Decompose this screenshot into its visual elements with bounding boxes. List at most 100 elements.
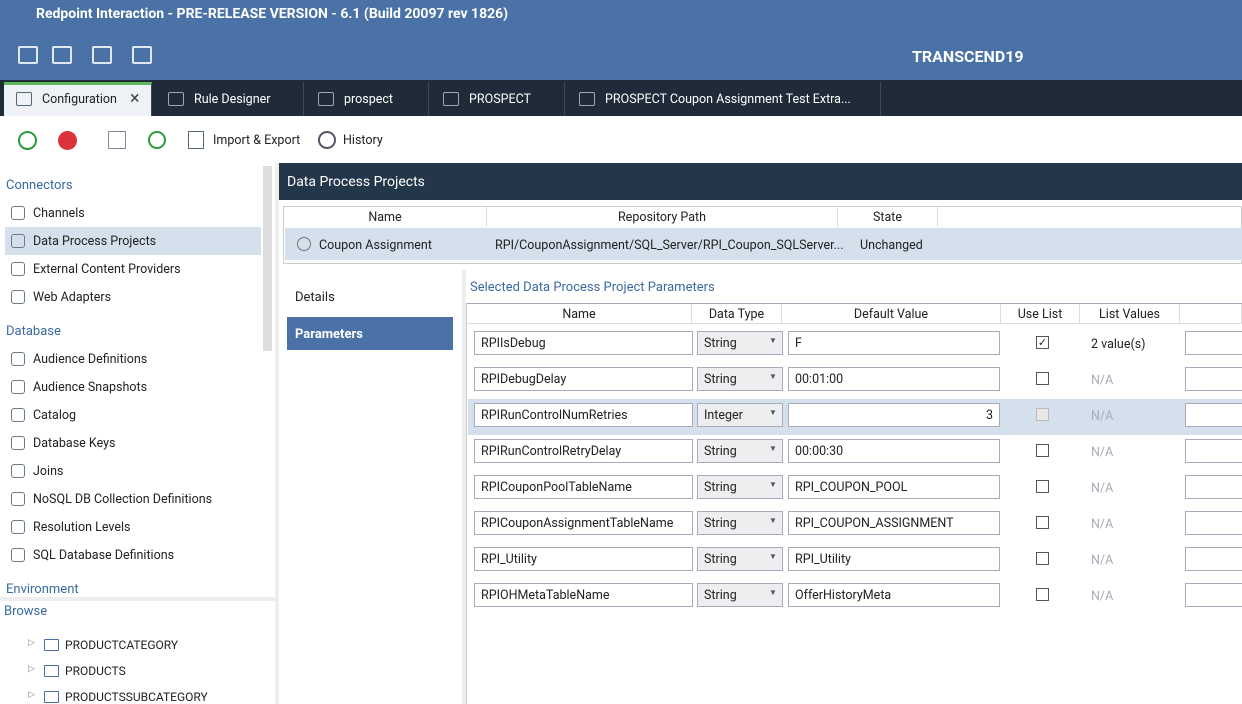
- extra-input[interactable]: [1185, 403, 1242, 427]
- sidebar-item[interactable]: Joins: [33, 464, 64, 479]
- tab-label[interactable]: Rule Designer: [194, 92, 271, 107]
- default-input[interactable]: F: [788, 331, 1000, 355]
- use-list-checkbox[interactable]: [1036, 588, 1049, 601]
- column-header: Repository Path: [487, 207, 838, 227]
- tab[interactable]: [306, 82, 429, 116]
- use-list-checkbox[interactable]: [1036, 516, 1049, 529]
- default-input[interactable]: 00:00:30: [788, 439, 1000, 463]
- extra-input[interactable]: [1185, 583, 1242, 607]
- dropdown-arrow: ▼: [769, 372, 777, 381]
- dropdown-arrow: ▼: [769, 516, 777, 525]
- tree-item[interactable]: PRODUCTS: [65, 664, 126, 678]
- header-icon[interactable]: [132, 46, 152, 64]
- sidebar-item[interactable]: Database Keys: [33, 436, 116, 451]
- default-input[interactable]: 3: [788, 403, 1000, 427]
- extra-input[interactable]: [1185, 331, 1242, 355]
- name-input[interactable]: RPIRunControlRetryDelay: [474, 439, 693, 463]
- header-icon[interactable]: [52, 46, 72, 64]
- use-list-checkbox[interactable]: ✓: [1036, 336, 1049, 349]
- type-select[interactable]: String: [697, 439, 783, 463]
- expander[interactable]: ▷: [28, 690, 35, 700]
- sidebar-item[interactable]: Resolution Levels: [33, 520, 131, 535]
- tab[interactable]: [4, 82, 152, 116]
- list-values: N/A: [1091, 517, 1114, 532]
- header-icon[interactable]: [92, 46, 112, 64]
- subnav-item[interactable]: Details: [295, 290, 335, 305]
- sidebar-item[interactable]: Data Process Projects: [33, 234, 157, 249]
- section-title: Database: [6, 324, 61, 339]
- sidebar-item[interactable]: External Content Providers: [33, 262, 181, 277]
- default-input[interactable]: RPI_Utility: [788, 547, 1000, 571]
- default-input[interactable]: 00:01:00: [788, 367, 1000, 391]
- use-list-checkbox[interactable]: [1036, 444, 1049, 457]
- toolbar-button[interactable]: Import & Export: [213, 133, 301, 148]
- type-select[interactable]: String: [697, 511, 783, 535]
- column-header: Name: [284, 207, 487, 227]
- use-list-checkbox[interactable]: [1036, 552, 1049, 565]
- default-input[interactable]: OfferHistoryMeta: [788, 583, 1000, 607]
- name-input[interactable]: RPIRunControlNumRetries: [474, 403, 693, 427]
- cell[interactable]: Coupon Assignment: [319, 238, 432, 253]
- section-title: Environment: [6, 582, 79, 597]
- type-select[interactable]: String: [697, 547, 783, 571]
- sidebar-item[interactable]: NoSQL DB Collection Definitions: [33, 492, 213, 507]
- tab[interactable]: [567, 82, 881, 116]
- import-icon[interactable]: [188, 131, 204, 149]
- expander[interactable]: ▷: [28, 664, 35, 674]
- type-select[interactable]: String: [697, 583, 783, 607]
- history-icon[interactable]: [318, 131, 336, 149]
- tab[interactable]: [431, 82, 565, 116]
- tab-label[interactable]: PROSPECT: [469, 92, 532, 107]
- extra-input[interactable]: [1185, 475, 1242, 499]
- add-button[interactable]: [18, 131, 37, 150]
- name-input[interactable]: RPICouponAssignmentTableName: [474, 511, 693, 535]
- expander[interactable]: ▷: [28, 638, 35, 648]
- toolbar-button[interactable]: History: [343, 133, 383, 148]
- extra-input[interactable]: [1185, 439, 1242, 463]
- header-icon[interactable]: [18, 46, 38, 64]
- extra-input[interactable]: [1185, 367, 1242, 391]
- sidebar-item[interactable]: Audience Definitions: [33, 352, 148, 367]
- sidebar-item[interactable]: Catalog: [33, 408, 77, 423]
- extra-input[interactable]: [1185, 547, 1242, 571]
- type-select[interactable]: String: [697, 475, 783, 499]
- tree-item[interactable]: PRODUCTCATEGORY: [65, 638, 179, 652]
- type-select[interactable]: String: [697, 367, 783, 391]
- subnav-item[interactable]: Parameters: [295, 327, 363, 342]
- tab-label[interactable]: prospect: [344, 92, 393, 107]
- sidebar-item[interactable]: Audience Snapshots: [33, 380, 148, 395]
- sidebar-item[interactable]: Web Adapters: [33, 290, 112, 305]
- save-button[interactable]: [108, 131, 126, 149]
- sidebar-item[interactable]: SQL Database Definitions: [33, 548, 175, 563]
- sidebar-item[interactable]: Channels: [33, 206, 85, 221]
- tab-label[interactable]: PROSPECT Coupon Assignment Test Extra...: [605, 92, 851, 107]
- name-input[interactable]: RPIIsDebug: [474, 331, 693, 355]
- cell[interactable]: Unchanged: [860, 238, 923, 253]
- default-input[interactable]: RPI_COUPON_ASSIGNMENT: [788, 511, 1000, 535]
- item-icon: [11, 380, 25, 394]
- use-list-checkbox[interactable]: [1036, 372, 1049, 385]
- extra-input[interactable]: [1185, 511, 1242, 535]
- tab-label[interactable]: Configuration: [42, 92, 117, 107]
- cell[interactable]: RPI/CouponAssignment/SQL_Server/RPI_Coup…: [495, 238, 844, 253]
- use-list-checkbox[interactable]: [1036, 480, 1049, 493]
- name-input[interactable]: RPICouponPoolTableName: [474, 475, 693, 499]
- tree-item[interactable]: PRODUCTSSUBCATEGORY: [65, 690, 208, 704]
- name-input[interactable]: RPI_Utility: [474, 547, 693, 571]
- type-select[interactable]: Integer: [697, 403, 783, 427]
- list-values: N/A: [1091, 589, 1114, 604]
- type-select[interactable]: String: [697, 331, 783, 355]
- panel-title: Data Process Projects: [287, 174, 425, 190]
- sidebar-clip: [0, 595, 275, 704]
- list-values[interactable]: 2 value(s): [1091, 337, 1146, 352]
- dropdown-arrow: ▼: [769, 552, 777, 561]
- refresh-button[interactable]: [148, 131, 166, 149]
- tab[interactable]: [156, 82, 304, 116]
- default-input[interactable]: RPI_COUPON_POOL: [788, 475, 1000, 499]
- name-input[interactable]: RPIDebugDelay: [474, 367, 693, 391]
- remove-button[interactable]: [58, 131, 77, 150]
- name-input[interactable]: RPIOHMetaTableName: [474, 583, 693, 607]
- list-values: N/A: [1091, 481, 1114, 496]
- item-icon: [11, 492, 25, 506]
- tab-close[interactable]: ×: [130, 88, 140, 109]
